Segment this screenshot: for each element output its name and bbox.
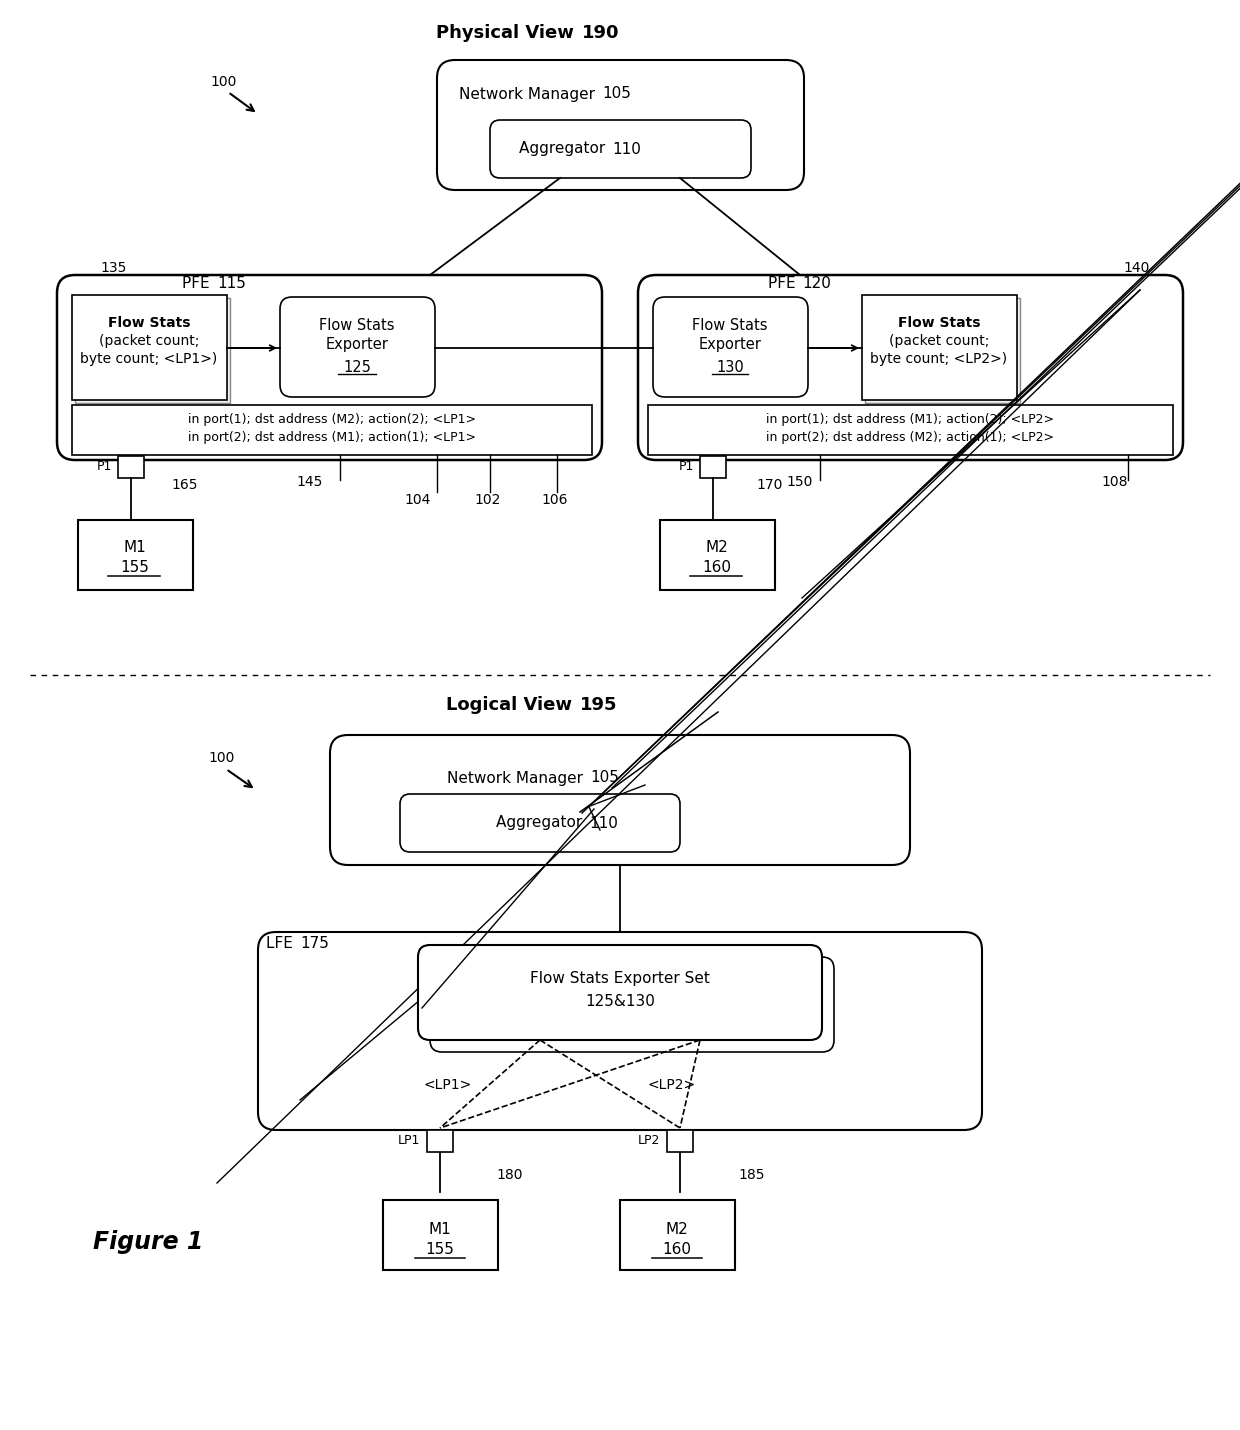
Text: 150: 150: [787, 475, 813, 489]
Text: 180: 180: [497, 1168, 523, 1183]
Text: 100: 100: [210, 74, 237, 89]
Text: M2: M2: [706, 541, 728, 555]
Text: Logical View: Logical View: [445, 696, 578, 714]
Text: 135: 135: [100, 262, 126, 275]
Bar: [620, 1200, 735, 1270]
Text: 102: 102: [475, 493, 501, 508]
Text: in port(2); dst address (M1); action(1); <LP1>: in port(2); dst address (M1); action(1);…: [188, 432, 476, 445]
Text: 120: 120: [802, 276, 831, 290]
Bar: [72, 295, 227, 400]
Bar: [74, 297, 229, 403]
Text: 185: 185: [739, 1168, 765, 1183]
FancyBboxPatch shape: [436, 60, 804, 190]
FancyBboxPatch shape: [330, 735, 910, 865]
Text: 190: 190: [582, 24, 620, 41]
Bar: [866, 297, 1021, 403]
Text: (packet count;: (packet count;: [889, 335, 990, 347]
Text: Figure 1: Figure 1: [93, 1230, 203, 1254]
Text: 160: 160: [662, 1243, 692, 1257]
Text: <LP2>: <LP2>: [649, 1078, 696, 1093]
Text: Flow Stats: Flow Stats: [898, 316, 981, 330]
Text: 175: 175: [300, 935, 329, 951]
Text: LFE: LFE: [267, 935, 298, 951]
Text: 155: 155: [120, 561, 150, 575]
Text: LP2: LP2: [637, 1134, 660, 1147]
Text: 155: 155: [425, 1243, 454, 1257]
Text: in port(1); dst address (M1); action(2); <LP2>: in port(1); dst address (M1); action(2);…: [766, 413, 1054, 426]
FancyBboxPatch shape: [490, 120, 751, 177]
Text: 100: 100: [208, 751, 234, 765]
FancyBboxPatch shape: [639, 275, 1183, 460]
Text: in port(2); dst address (M2); action(1); <LP2>: in port(2); dst address (M2); action(1);…: [766, 432, 1054, 445]
Text: Flow Stats: Flow Stats: [319, 317, 394, 333]
Text: <LP1>: <LP1>: [424, 1078, 472, 1093]
Text: Exporter: Exporter: [698, 336, 761, 352]
Text: LP1: LP1: [398, 1134, 420, 1147]
Text: 104: 104: [404, 493, 432, 508]
Text: Aggregator: Aggregator: [518, 142, 610, 156]
FancyBboxPatch shape: [401, 794, 680, 852]
Text: Network Manager: Network Manager: [459, 86, 600, 102]
Bar: [649, 405, 1173, 455]
Text: 170: 170: [756, 478, 784, 492]
Text: Network Manager: Network Manager: [448, 771, 588, 785]
Text: Flow Stats: Flow Stats: [108, 316, 190, 330]
Text: M1: M1: [429, 1223, 451, 1237]
FancyBboxPatch shape: [430, 957, 835, 1052]
Text: Physical View: Physical View: [436, 24, 580, 41]
Text: Flow Stats: Flow Stats: [692, 317, 768, 333]
Bar: [701, 456, 725, 478]
Text: 140: 140: [1123, 262, 1149, 275]
Text: 110: 110: [613, 142, 641, 156]
Text: 130: 130: [717, 359, 744, 375]
Text: (packet count;: (packet count;: [99, 335, 200, 347]
Text: PFE: PFE: [768, 276, 800, 290]
Text: 165: 165: [172, 478, 198, 492]
Bar: [72, 405, 591, 455]
Text: in port(1); dst address (M2); action(2); <LP1>: in port(1); dst address (M2); action(2);…: [188, 413, 476, 426]
FancyBboxPatch shape: [258, 932, 982, 1130]
Text: 115: 115: [217, 276, 246, 290]
Text: Exporter: Exporter: [326, 336, 388, 352]
Text: 145: 145: [296, 475, 324, 489]
Bar: [118, 456, 144, 478]
Bar: [667, 1130, 693, 1153]
Text: 108: 108: [1102, 475, 1128, 489]
Text: byte count; <LP2>): byte count; <LP2>): [870, 352, 1008, 366]
Text: 195: 195: [580, 696, 618, 714]
Text: byte count; <LP1>): byte count; <LP1>): [81, 352, 218, 366]
Bar: [862, 295, 1017, 400]
Text: 105: 105: [590, 771, 619, 785]
Text: 160: 160: [703, 561, 732, 575]
Text: M1: M1: [124, 541, 146, 555]
Text: M2: M2: [666, 1223, 688, 1237]
Bar: [427, 1130, 453, 1153]
FancyBboxPatch shape: [653, 297, 808, 398]
Bar: [660, 521, 775, 591]
Text: Flow Stats Exporter Set: Flow Stats Exporter Set: [529, 971, 711, 985]
FancyBboxPatch shape: [57, 275, 601, 460]
Text: 105: 105: [601, 86, 631, 102]
FancyBboxPatch shape: [418, 945, 822, 1040]
Bar: [383, 1200, 498, 1270]
Text: 125: 125: [343, 359, 371, 375]
Text: P1: P1: [678, 460, 694, 473]
Text: PFE: PFE: [182, 276, 215, 290]
Text: P1: P1: [97, 460, 112, 473]
FancyBboxPatch shape: [280, 297, 435, 398]
Text: 125&130: 125&130: [585, 994, 655, 1008]
Text: 110: 110: [589, 815, 618, 831]
Bar: [78, 521, 193, 591]
Text: Aggregator: Aggregator: [496, 815, 587, 831]
Text: 106: 106: [542, 493, 568, 508]
